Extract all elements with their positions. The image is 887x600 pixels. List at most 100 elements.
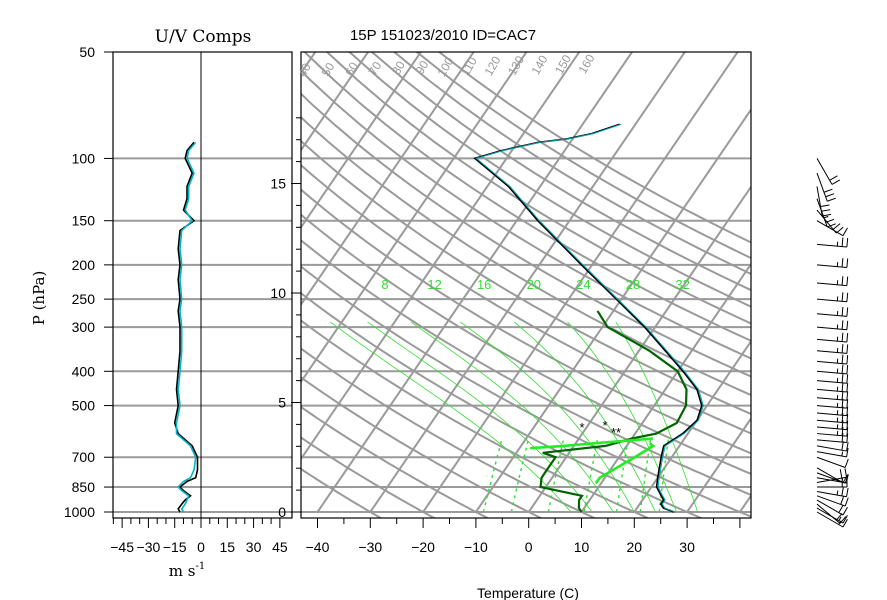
wind-barb-feather (842, 506, 848, 516)
wind-barb-staff (816, 313, 847, 317)
skewt-mixing-ratio-line (658, 438, 670, 513)
skewt-isotherm (475, 107, 751, 513)
wind-barb-feather (846, 433, 849, 443)
skewt-moist-adiabat (567, 321, 677, 513)
skewt-marker: * (579, 420, 584, 435)
skewt-moist-label: 16 (477, 277, 491, 292)
skewt-profile-line (594, 442, 656, 485)
wind-barb-feather (842, 515, 848, 524)
wind-barb-feather (846, 292, 849, 302)
wind-barb-feather (841, 320, 844, 330)
skewt-theta-label: 50 (319, 60, 338, 79)
wind-barb-half-feather (841, 477, 844, 483)
wind-barb-staff (816, 456, 846, 468)
skewt-dry-adiabat (301, 188, 751, 455)
skewt-dry-adiabat (301, 69, 751, 360)
uv-series-line (173, 141, 199, 513)
uv-y-tick-label: 200 (72, 257, 96, 273)
wind-barb-feather (841, 373, 844, 383)
wind-barb-feather (841, 441, 844, 451)
skewt-moist-label: 12 (427, 277, 441, 292)
wind-barb-staff (816, 264, 847, 268)
wind-barb-feather (846, 413, 849, 423)
uv-x-tick-label: −15 (163, 539, 187, 555)
skewt-dry-adiabat (415, 52, 751, 260)
uv-x-tick-label: 45 (272, 539, 288, 555)
wind-barb-feather (835, 226, 844, 234)
y-axis-label: P (hPa) (30, 271, 48, 326)
skewt-x-tick-label: 20 (627, 539, 643, 555)
wind-barb-feather (842, 518, 848, 528)
wind-barb-feather (846, 237, 849, 248)
skewt-dry-adiabat (370, 52, 751, 292)
skewt-height-label: 15 (270, 176, 286, 192)
uv-y-tick-label: 300 (72, 319, 96, 335)
wind-barb-staff (816, 439, 847, 443)
wind-barb-staff (816, 503, 841, 524)
skewt-title: 15P 151023/2010 ID=CAC7 (350, 27, 536, 44)
uv-title: U/V Comps (155, 27, 252, 47)
wind-barb-feather (821, 209, 831, 212)
skewt-x-tick-label: −30 (358, 539, 382, 555)
wind-barb-feather (846, 364, 849, 374)
skewt-moist-label: 28 (626, 277, 640, 292)
wind-barb-staff (816, 243, 847, 248)
skewt-isotherm (301, 52, 475, 307)
wind-barb-staff (816, 220, 844, 237)
wind-barb-feather (844, 474, 849, 484)
skewt-x-tick-label: −10 (464, 539, 488, 555)
skewt-moist-adiabat (410, 321, 614, 513)
wind-barb-feather (841, 420, 844, 430)
wind-barb-feather (846, 354, 849, 365)
wind-barb-feather (846, 487, 849, 497)
skewt-dry-adiabat (301, 213, 751, 475)
skewt-marker: ** (611, 425, 621, 440)
wind-barb-feather (841, 292, 844, 302)
skewt-dry-adiabat (301, 376, 544, 518)
wind-barbs (816, 158, 849, 528)
wind-barb-feather (844, 497, 849, 507)
uv-y-tick-label: 500 (72, 398, 96, 414)
wind-barb-feather (841, 426, 844, 436)
skewt-theta-label: 40 (295, 60, 314, 79)
wind-barb-feather (846, 276, 849, 286)
skewt-moist-label: 8 (381, 277, 388, 292)
wind-barb-feather (844, 458, 849, 468)
uv-y-tick-label: 50 (79, 44, 95, 60)
wind-barb-feather (829, 175, 838, 181)
skewt-x-tick-label: 0 (525, 539, 533, 555)
wind-barb-feather (827, 223, 836, 228)
skewt-x-tick-label: 30 (679, 539, 695, 555)
skewt-x-tick-label: 10 (574, 539, 590, 555)
skewt-dry-adiabat (301, 467, 383, 518)
uv-y-tick-label: 150 (72, 213, 96, 229)
skewt-profile-line (539, 310, 688, 513)
uv-y-tick-label: 850 (72, 479, 96, 495)
skewt-dry-adiabat (301, 265, 751, 518)
wind-barb-feather (846, 374, 849, 384)
wind-barb-feather (846, 382, 849, 393)
wind-barb-feather (846, 258, 849, 268)
skewt-mixing-ratio-line (615, 438, 629, 513)
skewt-mixing-ratio-line (583, 438, 599, 513)
uv-gridlines (113, 52, 292, 518)
skewt-moist-adiabat (615, 321, 699, 513)
skewt-theta-label: 110 (458, 54, 480, 78)
skewt-dry-adiabat (301, 405, 490, 518)
uv-y-tick-label: 1000 (64, 504, 95, 520)
wind-barb-feather (841, 343, 844, 354)
wind-barb-feather (846, 406, 849, 416)
wind-barb-feather (823, 188, 833, 193)
skewt-height-label: 0 (278, 504, 286, 520)
wind-barb-half-feather (841, 451, 844, 457)
wind-barb-staff (816, 388, 847, 393)
skewt-isotherm (793, 18, 887, 512)
skewt-theta-label: 90 (413, 58, 432, 77)
skewt-gridlines (301, 18, 887, 518)
wind-barb-feather (841, 433, 844, 443)
wind-barb-feather (842, 227, 848, 236)
wind-barb-feather (840, 495, 845, 505)
